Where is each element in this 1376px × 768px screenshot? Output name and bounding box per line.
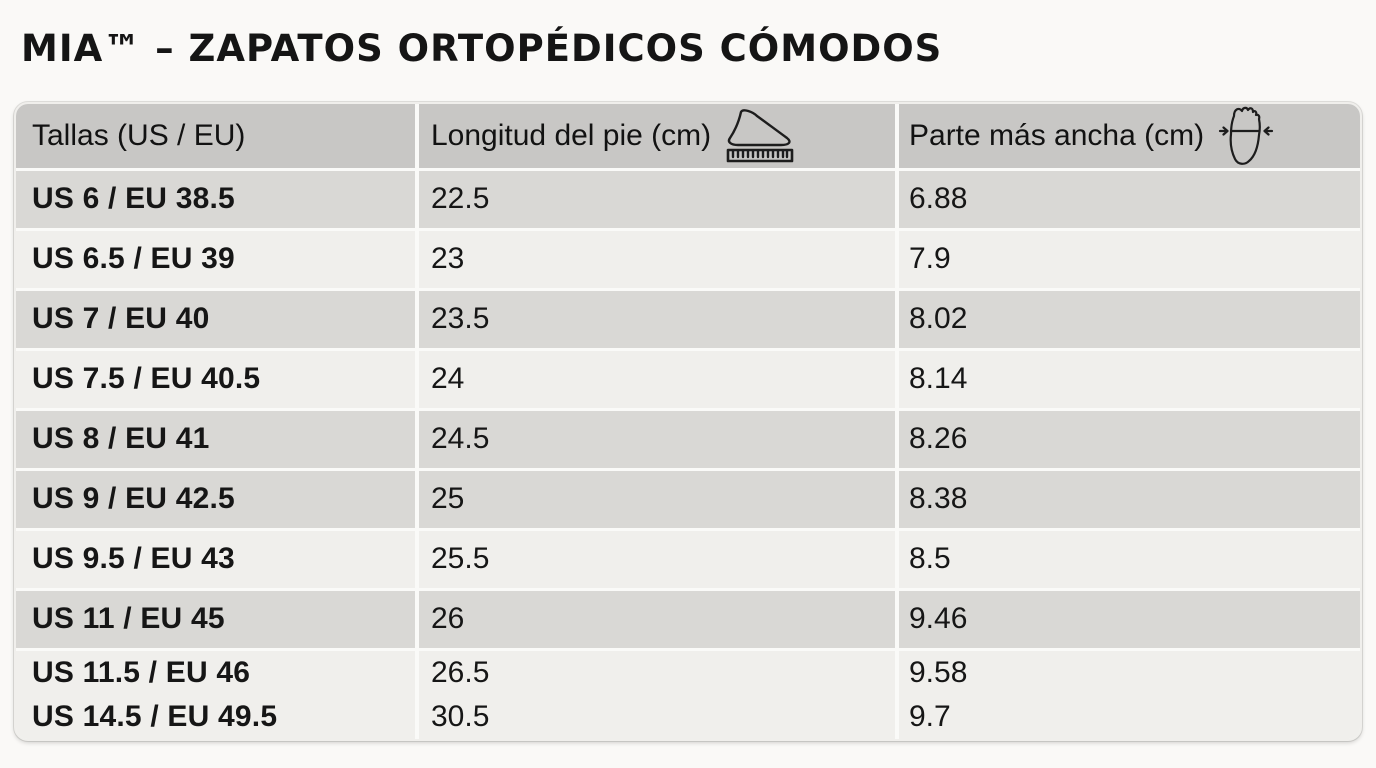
foot-length-ruler-icon <box>725 108 797 164</box>
table-row: US 11.5 / EU 46 26.5 9.58 <box>16 650 1360 695</box>
table-row: US 14.5 / EU 49.5 30.5 9.7 <box>16 694 1360 739</box>
foot-width-cell: 8.14 <box>899 350 1360 408</box>
size-cell: US 7.5 / EU 40.5 <box>16 350 415 408</box>
size-cell: US 11.5 / EU 46 <box>16 650 415 695</box>
column-header-foot-length-label: Longitud del pie (cm) <box>431 118 712 152</box>
foot-length-cell: 25 <box>419 470 895 528</box>
table-row: US 8 / EU 41 24.5 8.26 <box>16 410 1360 468</box>
foot-width-cell: 7.9 <box>899 230 1360 288</box>
foot-length-cell: 23.5 <box>419 290 895 348</box>
foot-length-cell: 22.5 <box>419 170 895 228</box>
size-cell: US 8 / EU 41 <box>16 410 415 468</box>
column-header-foot-length: Longitud del pie (cm) <box>419 103 895 168</box>
foot-length-cell: 23 <box>419 230 895 288</box>
foot-width-cell: 9.7 <box>899 694 1360 739</box>
size-cell: US 9.5 / EU 43 <box>16 530 415 588</box>
foot-width-icon <box>1218 105 1274 167</box>
table-row: US 6.5 / EU 39 23 7.9 <box>16 230 1360 288</box>
foot-length-cell: 24.5 <box>419 410 895 468</box>
column-header-foot-width-label: Parte más ancha (cm) <box>909 118 1205 152</box>
foot-length-cell: 25.5 <box>419 530 895 588</box>
size-chart-page: MIA™ – ZAPATOS ORTOPÉDICOS CÓMODOS Talla… <box>0 27 1376 741</box>
column-header-sizes-label: Tallas (US / EU) <box>32 118 246 152</box>
table-row: US 11 / EU 45 26 9.46 <box>16 590 1360 648</box>
table-header-row: Tallas (US / EU) Longitud del pie (cm) <box>16 103 1360 168</box>
foot-width-cell: 8.5 <box>899 530 1360 588</box>
foot-width-cell: 8.38 <box>899 470 1360 528</box>
size-chart-table: Tallas (US / EU) Longitud del pie (cm) <box>14 101 1362 741</box>
foot-length-cell: 30.5 <box>419 694 895 739</box>
foot-width-cell: 9.46 <box>899 590 1360 648</box>
foot-length-cell: 26.5 <box>419 650 895 695</box>
table-body: US 6 / EU 38.5 22.5 6.88 US 6.5 / EU 39 … <box>16 170 1360 739</box>
foot-length-cell: 24 <box>419 350 895 408</box>
table-row: US 7 / EU 40 23.5 8.02 <box>16 290 1360 348</box>
foot-length-cell: 26 <box>419 590 895 648</box>
column-header-foot-width: Parte más ancha (cm) <box>899 103 1360 168</box>
size-cell: US 14.5 / EU 49.5 <box>16 694 415 739</box>
table-row: US 9.5 / EU 43 25.5 8.5 <box>16 530 1360 588</box>
foot-width-cell: 8.02 <box>899 290 1360 348</box>
table-row: US 9 / EU 42.5 25 8.38 <box>16 470 1360 528</box>
foot-width-cell: 6.88 <box>899 170 1360 228</box>
foot-width-cell: 8.26 <box>899 410 1360 468</box>
size-cell: US 7 / EU 40 <box>16 290 415 348</box>
page-title: MIA™ – ZAPATOS ORTOPÉDICOS CÓMODOS <box>21 27 943 70</box>
size-cell: US 9 / EU 42.5 <box>16 470 415 528</box>
size-cell: US 6.5 / EU 39 <box>16 230 415 288</box>
table-row: US 7.5 / EU 40.5 24 8.14 <box>16 350 1360 408</box>
foot-width-cell: 9.58 <box>899 650 1360 695</box>
size-cell: US 6 / EU 38.5 <box>16 170 415 228</box>
table-row: US 6 / EU 38.5 22.5 6.88 <box>16 170 1360 228</box>
size-cell: US 11 / EU 45 <box>16 590 415 648</box>
column-header-sizes: Tallas (US / EU) <box>16 103 415 168</box>
